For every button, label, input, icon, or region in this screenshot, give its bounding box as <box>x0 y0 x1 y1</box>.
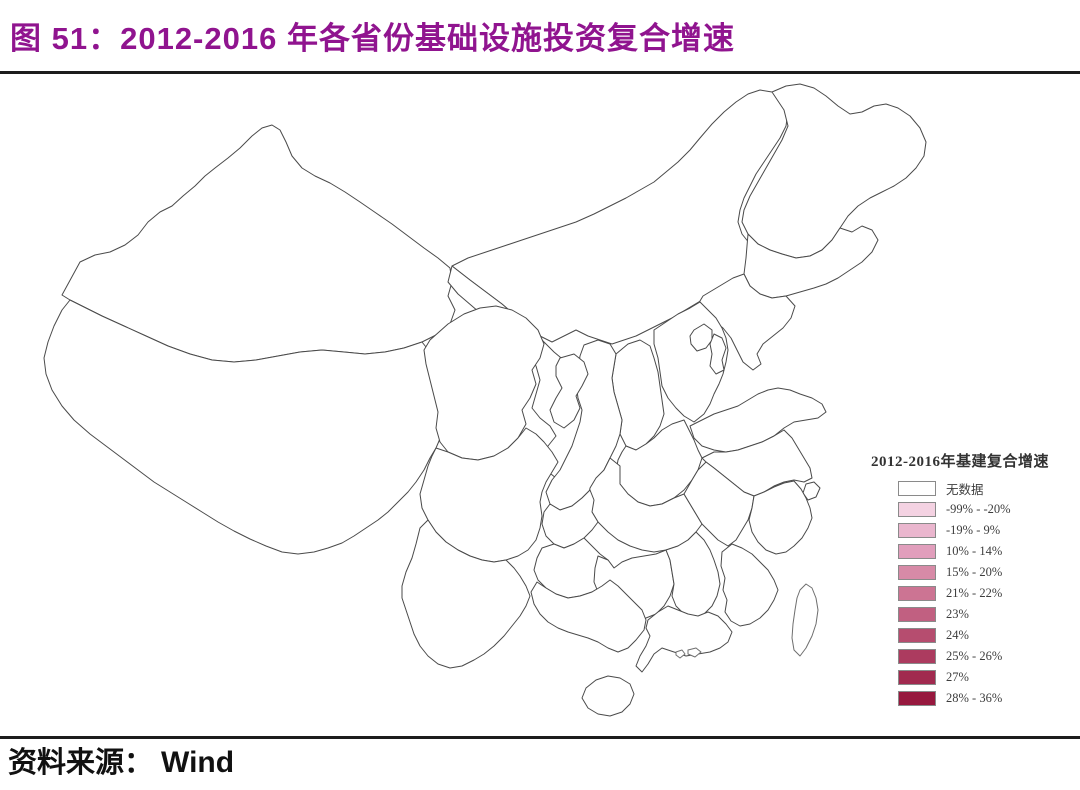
legend-label: 25% - 26% <box>946 648 1003 663</box>
province-anhui <box>683 461 755 547</box>
figure-title-bar: 图 51：2012-2016 年各省份基础设施投资复合增速 <box>0 0 1080 70</box>
province-sichuan <box>419 427 559 563</box>
legend-row: 21% - 22% <box>846 585 1074 601</box>
legend-label: -19% - 9% <box>946 522 1001 537</box>
province-guangxi <box>530 579 647 653</box>
province-guangdong <box>635 605 733 673</box>
province-ningxia <box>549 353 589 429</box>
legend-swatch <box>898 543 936 559</box>
legend-swatch <box>898 669 936 685</box>
legend-row: 15% - 20% <box>846 564 1074 580</box>
province-liaoning <box>696 273 796 371</box>
province-hongkong <box>687 647 702 658</box>
legend-row: -99% - -20% <box>846 501 1074 517</box>
legend-label: 15% - 20% <box>946 564 1003 579</box>
province-beijing <box>689 323 713 352</box>
province-qinghai <box>423 305 545 461</box>
legend-swatch <box>898 627 936 643</box>
legend-swatch <box>898 690 936 706</box>
legend-swatch <box>898 480 936 496</box>
legend-swatch <box>898 522 936 538</box>
province-taiwan <box>791 583 819 657</box>
legend-row: 28% - 36% <box>846 690 1074 706</box>
legend-title: 2012-2016年基建复合增速 <box>871 454 1049 470</box>
legend-swatch <box>898 648 936 664</box>
province-neimenggu <box>451 89 789 345</box>
legend-label: 无数据 <box>946 482 984 497</box>
legend-label: 10% - 14% <box>946 543 1003 558</box>
legend-swatch <box>898 585 936 601</box>
legend-row: 10% - 14% <box>846 543 1074 559</box>
legend-label: -99% - -20% <box>946 501 1011 516</box>
legend-label: 23% <box>946 606 969 621</box>
province-hubei <box>587 457 703 553</box>
legend-row: -19% - 9% <box>846 522 1074 538</box>
province-hainan <box>581 675 635 717</box>
legend-label: 24% <box>946 627 969 642</box>
province-jiangxi <box>665 531 721 619</box>
source-value: Wind <box>161 746 235 779</box>
source-label: 资料来源： <box>8 747 154 779</box>
legend-row: 27% <box>846 669 1074 685</box>
provinces-layer <box>43 83 927 717</box>
legend-row: 24% <box>846 627 1074 643</box>
province-macau <box>675 649 686 659</box>
legend-label: 28% - 36% <box>946 690 1003 705</box>
legend-label: 27% <box>946 669 969 684</box>
legend-swatch <box>898 606 936 622</box>
province-yunnan <box>401 519 531 669</box>
map-legend: 2012-2016年基建复合增速 无数据 -99% - -20% -19% - 9%… <box>846 450 1074 711</box>
legend-row: 23% <box>846 606 1074 622</box>
source-bar: 资料来源： Wind <box>0 739 1080 790</box>
legend-swatch <box>898 564 936 580</box>
province-chongqing <box>541 489 599 549</box>
top-divider <box>0 71 1080 74</box>
province-tianjin <box>709 333 727 375</box>
province-fujian <box>720 543 779 627</box>
province-heilongjiang <box>741 83 927 259</box>
legend-swatch <box>898 501 936 517</box>
legend-label: 21% - 22% <box>946 585 1003 600</box>
province-xizang <box>43 299 449 555</box>
legend-rows: 无数据 -99% - -20% -19% - 9% 10% - 14% 15% - 20… <box>846 480 1074 706</box>
figure-title: 图 51：2012-2016 年各省份基础设施投资复合增速 <box>10 20 735 56</box>
bottom-divider <box>0 736 1080 739</box>
legend-row: 无数据 <box>846 480 1074 497</box>
province-zhejiang <box>748 480 813 555</box>
legend-row: 25% - 26% <box>846 648 1074 664</box>
